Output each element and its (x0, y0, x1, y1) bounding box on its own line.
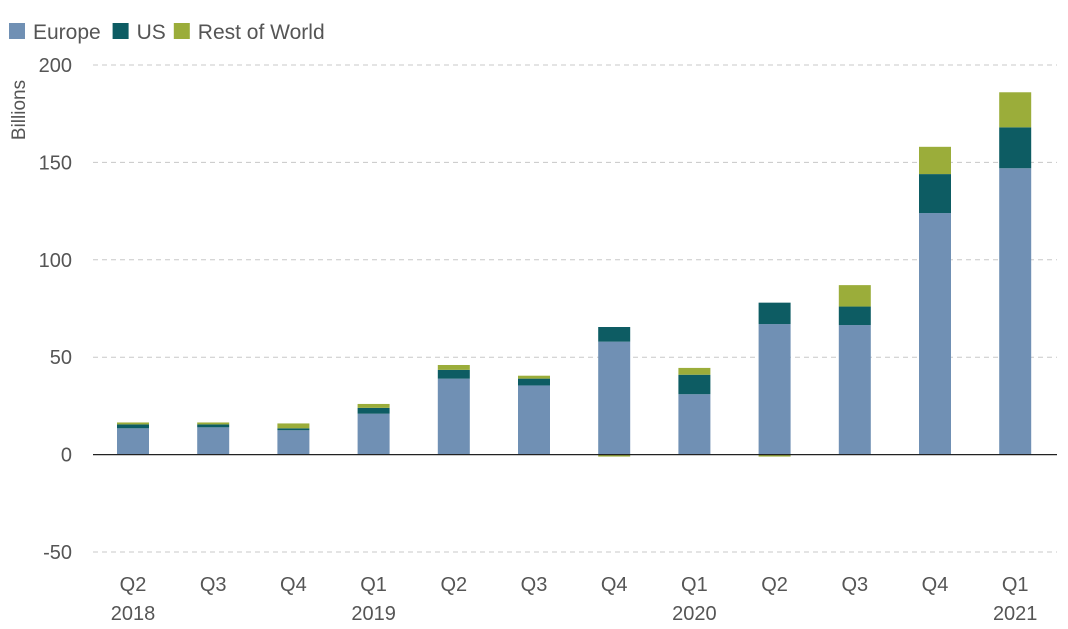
bar-segment (678, 367, 711, 375)
bar-segment (117, 428, 149, 455)
bar-segment (197, 427, 230, 455)
bar-stack (838, 285, 871, 455)
bar-segment (437, 378, 470, 455)
x-tick-label: Q2 (761, 574, 788, 596)
bars (117, 92, 1032, 457)
bar-segment (598, 341, 631, 455)
legend-label: US (137, 21, 166, 44)
bar-segment (197, 422, 230, 425)
bar-segment (838, 306, 871, 326)
bar-segment (999, 127, 1032, 169)
bar-stack (598, 327, 631, 457)
y-tick-label: 200 (39, 55, 72, 77)
legend-swatch (173, 23, 190, 39)
x-year-label: 2020 (672, 603, 717, 625)
bar-segment (277, 430, 310, 455)
bar-stack (197, 422, 230, 455)
x-tick-label: Q4 (922, 574, 949, 596)
gridlines (93, 64, 1057, 553)
bar-stack (919, 146, 951, 455)
bar-segment (197, 424, 230, 428)
bar-segment (518, 378, 550, 386)
legend-swatch (112, 23, 129, 39)
bar-segment (117, 422, 149, 425)
x-tick-label: Q2 (120, 574, 147, 596)
legend-label: Rest of World (198, 21, 325, 44)
bar-stack (758, 302, 791, 457)
bar-segment (999, 168, 1032, 455)
x-year-label: 2021 (993, 603, 1038, 625)
bar-segment (598, 327, 631, 342)
bar-segment (277, 423, 310, 429)
x-tick-label: Q3 (521, 574, 548, 596)
bar-segment (919, 146, 951, 175)
y-tick-label: 150 (39, 152, 72, 174)
y-tick-label: 0 (61, 445, 72, 467)
legend-swatch (9, 23, 25, 39)
y-axis-label: Billions (9, 80, 30, 140)
x-tick-label: Q3 (200, 574, 227, 596)
bar-segment (277, 428, 310, 431)
legend: Europe US Rest of World (9, 21, 325, 44)
bar-stack (437, 364, 470, 455)
bar-segment (758, 324, 791, 455)
legend-label: Europe (33, 21, 101, 44)
x-year-label: 2019 (351, 603, 396, 625)
y-tick-label: 50 (50, 347, 72, 369)
bar-stack (357, 403, 390, 455)
bar-segment (919, 213, 951, 455)
x-tick-label: Q2 (440, 574, 467, 596)
bar-segment (437, 364, 470, 370)
bar-segment (678, 374, 711, 395)
x-axis-labels: Q2 Q3 Q4 Q1 Q2 Q3 Q4 Q1 Q2 Q3 Q4 Q1 2018 2019 2020 2021 (111, 574, 1038, 625)
bar-segment (838, 325, 871, 455)
bar-segment (357, 403, 390, 408)
bar-segment (357, 413, 390, 455)
bar-segment (758, 454, 791, 457)
bar-segment (598, 454, 631, 457)
x-tick-label: Q1 (1002, 574, 1029, 596)
bar-stack (678, 367, 711, 455)
y-tick-label: 100 (39, 250, 72, 272)
legend-item: US (112, 21, 166, 44)
bar-stack (117, 422, 149, 455)
bar-segment (437, 369, 470, 379)
bar-segment (999, 92, 1032, 128)
legend-item: Europe (9, 21, 101, 44)
bar-stack (277, 423, 310, 455)
x-tick-label: Q1 (360, 574, 387, 596)
bar-segment (758, 302, 791, 325)
x-year-label: 2018 (111, 603, 156, 625)
bar-segment (919, 174, 951, 214)
bar-segment (518, 375, 550, 379)
x-tick-label: Q1 (681, 574, 708, 596)
legend-item: Rest of World (173, 21, 325, 44)
bar-stack (518, 375, 550, 455)
bar-segment (357, 407, 390, 414)
y-axis-ticks: 200 150 100 50 0 -50 (39, 55, 72, 564)
x-tick-label: Q3 (841, 574, 868, 596)
bar-segment (838, 285, 871, 307)
x-tick-label: Q4 (601, 574, 628, 596)
bar-segment (678, 394, 711, 455)
bar-segment (117, 424, 149, 429)
bar-segment (518, 385, 550, 455)
y-tick-label: -50 (43, 542, 72, 564)
x-tick-label: Q4 (280, 574, 307, 596)
bar-stack (999, 92, 1032, 455)
